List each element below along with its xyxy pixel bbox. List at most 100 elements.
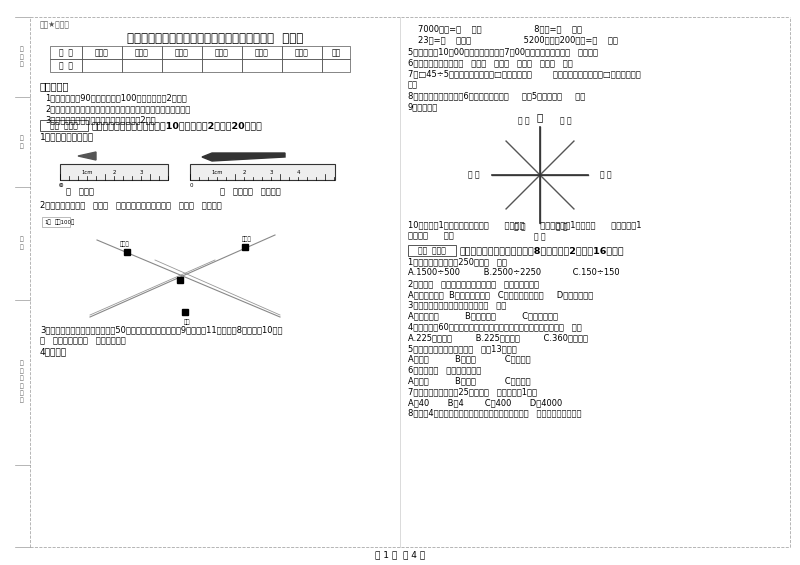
Text: 2、小红家在学校（   ）方（   ）米处；小明家在学校（   ）方（   ）米处。: 2、小红家在学校（ ）方（ ）米处；小明家在学校（ ）方（ ）米处。 <box>40 201 222 210</box>
Bar <box>162 46 202 59</box>
Text: 应用题: 应用题 <box>295 48 309 57</box>
Text: （ ）: （ ） <box>468 171 480 180</box>
Text: 题  号: 题 号 <box>59 48 73 57</box>
Text: 5、小林晚上10：00睡觉，第二天早上7：00起床，他一共睡了（   ）小时。: 5、小林晚上10：00睡觉，第二天早上7：00起床，他一共睡了（ ）小时。 <box>408 47 598 56</box>
Text: 8、把一根绳子平均分成6份，每份是它的（     ），5份是它的（     ）。: 8、把一根绳子平均分成6份，每份是它的（ ），5份是它的（ ）。 <box>408 92 586 101</box>
Bar <box>408 245 456 256</box>
Text: 判断题: 判断题 <box>175 48 189 57</box>
Text: 4、估算。: 4、估算。 <box>40 347 67 357</box>
Text: 填空题: 填空题 <box>95 48 109 57</box>
Bar <box>322 46 350 59</box>
Bar <box>322 59 350 72</box>
Text: （ ）: （ ） <box>514 223 526 232</box>
Text: 3、不要在试卷上乱写乱画，卷面不整洁扣2分。: 3、不要在试卷上乱写乱画，卷面不整洁扣2分。 <box>45 115 156 124</box>
Text: 大格是（      ）。: 大格是（ ）。 <box>408 232 454 241</box>
Text: 3、下面现象中属于平移现象的是（   ）。: 3、下面现象中属于平移现象的是（ ）。 <box>408 301 506 310</box>
Text: 小红家: 小红家 <box>120 241 130 247</box>
Text: 姓
名
（
班
级
）: 姓 名 （ 班 级 ） <box>20 360 24 403</box>
Text: 江西省实验小学三年级数学下学期自我检测试卷  含答案: 江西省实验小学三年级数学下学期自我检测试卷 含答案 <box>127 33 303 46</box>
Text: A.1500÷500         B.2500÷2250            C.150÷150: A.1500÷500 B.2500÷2250 C.150÷150 <box>408 268 620 277</box>
Text: （ ）: （ ） <box>600 171 612 180</box>
Bar <box>122 46 162 59</box>
Bar <box>162 59 202 72</box>
Polygon shape <box>78 152 96 160</box>
Text: 9、填一填。: 9、填一填。 <box>408 102 438 111</box>
Text: 6、四边形（   ）平行四边形。: 6、四边形（ ）平行四边形。 <box>408 366 482 375</box>
Text: 二、反复比较，慎重选择（共8小题，每题2分，共16分）。: 二、反复比较，慎重选择（共8小题，每题2分，共16分）。 <box>460 246 625 255</box>
Text: 绝密★启用前: 绝密★启用前 <box>40 20 70 29</box>
Text: 学校: 学校 <box>184 319 190 325</box>
Text: 2、明天（   ）会下雨，今天下午我（   ）游遍全世界。: 2、明天（ ）会下雨，今天下午我（ ）游遍全世界。 <box>408 279 539 288</box>
Bar <box>122 59 162 72</box>
Text: （   ）跑得最快，（   ）跑得最慢。: （ ）跑得最快，（ ）跑得最慢。 <box>40 337 126 346</box>
Bar <box>202 46 242 59</box>
Text: 得分  评卷人: 得分 评卷人 <box>418 246 446 255</box>
Text: 2: 2 <box>242 170 246 175</box>
Text: A、一定，可能  B、可能，不可能   C、不可能，不可能     D、可能，可能: A、一定，可能 B、可能，不可能 C、不可能，不可能 D、可能，可能 <box>408 290 594 299</box>
Text: ）。: ）。 <box>408 80 418 89</box>
Text: （ ）: （ ） <box>556 223 568 232</box>
Text: 5、按农历计算，有的年份（   ）有13个月。: 5、按农历计算，有的年份（ ）有13个月。 <box>408 344 517 353</box>
Bar <box>242 59 282 72</box>
Bar <box>82 59 122 72</box>
Text: 3: 3 <box>139 170 142 175</box>
Text: A.225平方分米         B.225平方厘米         C.360平方厘米: A.225平方分米 B.225平方厘米 C.360平方厘米 <box>408 333 588 342</box>
Polygon shape <box>202 153 285 161</box>
Text: 选择题: 选择题 <box>135 48 149 57</box>
Text: 23吨=（    ）千克                    5200千克－200千克=（    ）吨: 23吨=（ ）千克 5200千克－200千克=（ ）吨 <box>418 36 618 45</box>
Text: 1cm: 1cm <box>211 170 222 175</box>
Text: 考试须知：: 考试须知： <box>40 81 70 91</box>
Text: 10、分针走1小格，秒针正好走（      ），是（      ）秒，分针走1大格是（      ），时针走1: 10、分针走1小格，秒针正好走（ ），是（ ）秒，分针走1大格是（ ），时针走1 <box>408 220 642 229</box>
Bar <box>242 46 282 59</box>
Text: A、一定          B、可能           C、不可能: A、一定 B、可能 C、不可能 <box>408 355 530 364</box>
Bar <box>42 217 70 227</box>
Text: 8、下列4个图形中，每个小正方形都一样大，那么（   ）图形的周长最长。: 8、下列4个图形中，每个小正方形都一样大，那么（ ）图形的周长最长。 <box>408 408 582 418</box>
Text: 1、量出钉子的长度。: 1、量出钉子的长度。 <box>40 133 94 141</box>
Text: （ ）: （ ） <box>518 116 530 125</box>
Bar <box>202 59 242 72</box>
Text: 1、下面的结果刚好是250的是（   ）。: 1、下面的结果刚好是250的是（ ）。 <box>408 258 507 267</box>
Text: A、40       B、4        C、400       D、4000: A、40 B、4 C、400 D、4000 <box>408 398 562 407</box>
Text: 3、体育老师对第一小组同学进行50米跑测试，成绩如下小红9秒，小强11秒，小明8秒，小军10秒。: 3、体育老师对第一小组同学进行50米跑测试，成绩如下小红9秒，小强11秒，小明8… <box>40 325 282 334</box>
Text: （   ）厘米（   ）毫米。: （ ）厘米（ ）毫米。 <box>220 188 281 197</box>
Text: 计算题: 计算题 <box>215 48 229 57</box>
Text: 得分  评卷人: 得分 评卷人 <box>50 121 78 130</box>
Text: A、一定          B、可能           C、不可能: A、一定 B、可能 C、不可能 <box>408 376 530 385</box>
Bar <box>82 46 122 59</box>
Text: 1格: 1格 <box>44 219 50 225</box>
Bar <box>190 164 335 180</box>
Bar <box>50 59 82 72</box>
Bar <box>40 120 88 131</box>
Text: 0: 0 <box>59 183 62 188</box>
Text: 学
校: 学 校 <box>20 237 24 250</box>
Text: 3: 3 <box>270 170 273 175</box>
Text: 4、把一根长60厘米的铁丝围成一个正方形，这个正方形的面积是（   ）。: 4、把一根长60厘米的铁丝围成一个正方形，这个正方形的面积是（ ）。 <box>408 322 582 331</box>
Text: （ ）: （ ） <box>560 116 572 125</box>
Text: （   ）毫米: （ ）毫米 <box>66 188 94 197</box>
Text: 总分: 总分 <box>331 48 341 57</box>
Bar <box>50 46 82 59</box>
Text: （ ）: （ ） <box>534 233 546 241</box>
Text: 第 1 页  共 4 页: 第 1 页 共 4 页 <box>375 550 425 559</box>
Text: 小明家: 小明家 <box>242 236 252 242</box>
Bar <box>282 46 322 59</box>
Text: 2、请首先按要求在试卷的指定位置填写您的姓名、班级、学号。: 2、请首先按要求在试卷的指定位置填写您的姓名、班级、学号。 <box>45 105 190 114</box>
Text: 得  分: 得 分 <box>59 61 73 70</box>
Text: 7、□45÷5，要使商是两位数，□里最大可填（        ）；要使商是三位数，□里最小应填（: 7、□45÷5，要使商是两位数，□里最大可填（ ）；要使商是三位数，□里最小应填… <box>408 69 641 79</box>
Text: 北: 北 <box>537 112 543 122</box>
Text: 2: 2 <box>112 170 116 175</box>
Bar <box>282 59 322 72</box>
Text: 一、用心思考，正确填空（共10小题，每题2分，共20分）。: 一、用心思考，正确填空（共10小题，每题2分，共20分）。 <box>92 121 263 130</box>
Text: 代表100米: 代表100米 <box>55 219 75 225</box>
Text: 4: 4 <box>296 170 300 175</box>
Text: A、开关抽屉          B、拧开瓶盖          C、转动的风车: A、开关抽屉 B、拧开瓶盖 C、转动的风车 <box>408 311 558 320</box>
Text: 0: 0 <box>190 183 193 188</box>
Text: 7000千克=（    ）吨                    8千克=（    ）克: 7000千克=（ ）吨 8千克=（ ）克 <box>418 24 582 33</box>
Bar <box>60 164 168 180</box>
Text: 1、考试时间：90分钟，满分为100分（含卷面分2分）。: 1、考试时间：90分钟，满分为100分（含卷面分2分）。 <box>45 93 186 102</box>
Text: 1cm: 1cm <box>82 170 93 175</box>
Text: 6、常用的长度单位有（   ）、（   ）、（   ）、（   ）、（   ）。: 6、常用的长度单位有（ ）、（ ）、（ ）、（ ）、（ ）。 <box>408 59 573 67</box>
Text: 班
级: 班 级 <box>20 136 24 149</box>
Text: 7、平均每个同学体重25千克，（   ）名同学重1吨。: 7、平均每个同学体重25千克，（ ）名同学重1吨。 <box>408 387 537 396</box>
Text: 综合题: 综合题 <box>255 48 269 57</box>
